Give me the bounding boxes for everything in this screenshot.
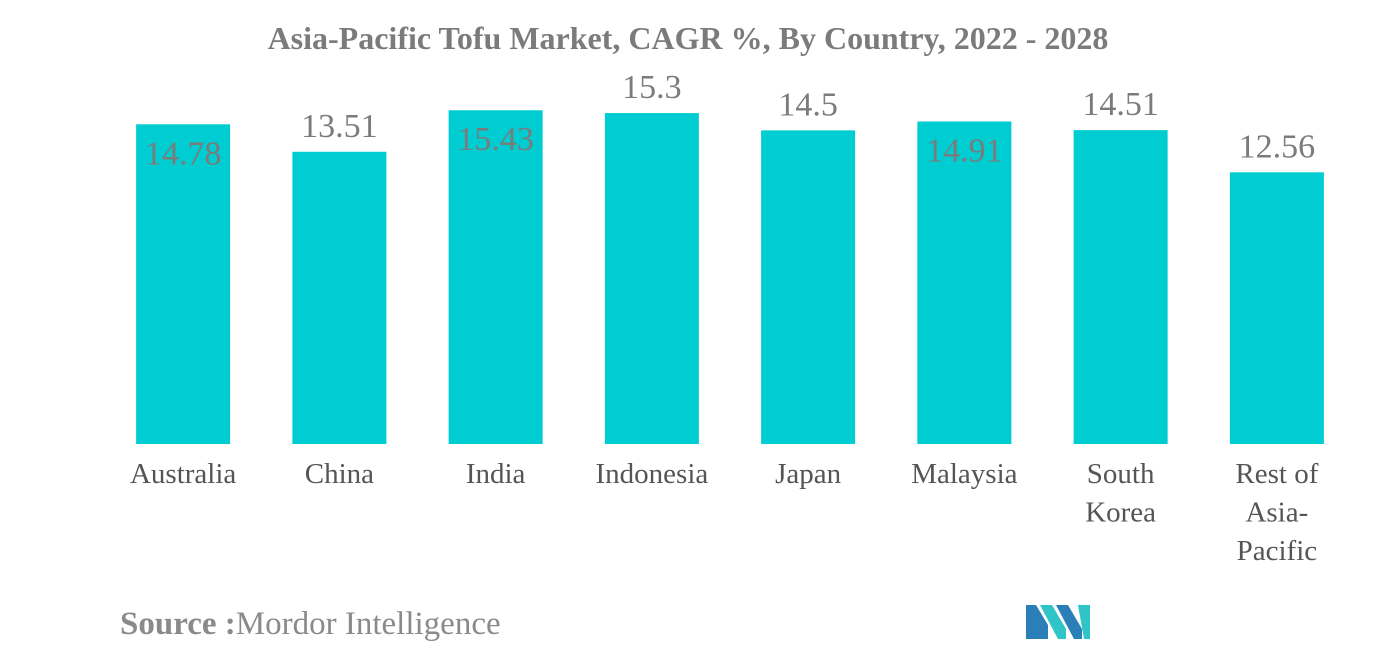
value-labels-layer: 14.78 13.51 15.43 15.3 14.5 14.91 14.51 12.56 [145, 69, 1315, 172]
value-label-2: 15.43 [457, 121, 534, 158]
source-note: Source :Mordor Intelligence [120, 606, 501, 643]
category-label-3: Indonesia [596, 458, 709, 490]
value-label-6: 14.51 [1082, 86, 1159, 123]
bar-7 [1229, 172, 1324, 444]
bar-6 [1073, 130, 1168, 445]
category-labels-layer: Australia China India Indonesia Japan Malaysi… [130, 458, 1319, 567]
bars-layer [136, 110, 1324, 445]
value-label-0: 14.78 [145, 135, 222, 172]
bar-2 [448, 110, 543, 445]
category-label-5: Malaysia [911, 458, 1017, 490]
value-label-7: 12.56 [1239, 128, 1316, 165]
category-label-0: Australia [130, 458, 236, 490]
chart-title: Asia-Pacific Tofu Market, CAGR %, By Cou… [267, 20, 1109, 56]
category-label-2: India [466, 458, 526, 490]
category-label-6: South Korea [1085, 458, 1156, 529]
bar-0 [136, 124, 231, 445]
bar-1 [292, 151, 387, 445]
category-label-4: Japan [775, 458, 842, 490]
source-value: Mordor Intelligence [235, 606, 501, 642]
category-label-7: Rest of Asia-Pacific [1235, 458, 1318, 567]
bar-chart: 14.78 13.51 15.43 15.3 14.5 14.91 14.51 12.56 A… [130, 69, 1324, 567]
bar-3 [604, 113, 699, 444]
category-label-1: China [305, 458, 374, 490]
value-label-1: 13.51 [301, 108, 378, 145]
source-label: Source : [120, 606, 236, 642]
value-label-4: 14.5 [778, 86, 838, 123]
value-label-5: 14.91 [926, 132, 1003, 169]
value-label-3: 15.3 [622, 69, 682, 106]
bar-4 [761, 130, 856, 445]
mordor-intelligence-logo-icon [1026, 605, 1090, 639]
bar-5 [917, 121, 1012, 444]
